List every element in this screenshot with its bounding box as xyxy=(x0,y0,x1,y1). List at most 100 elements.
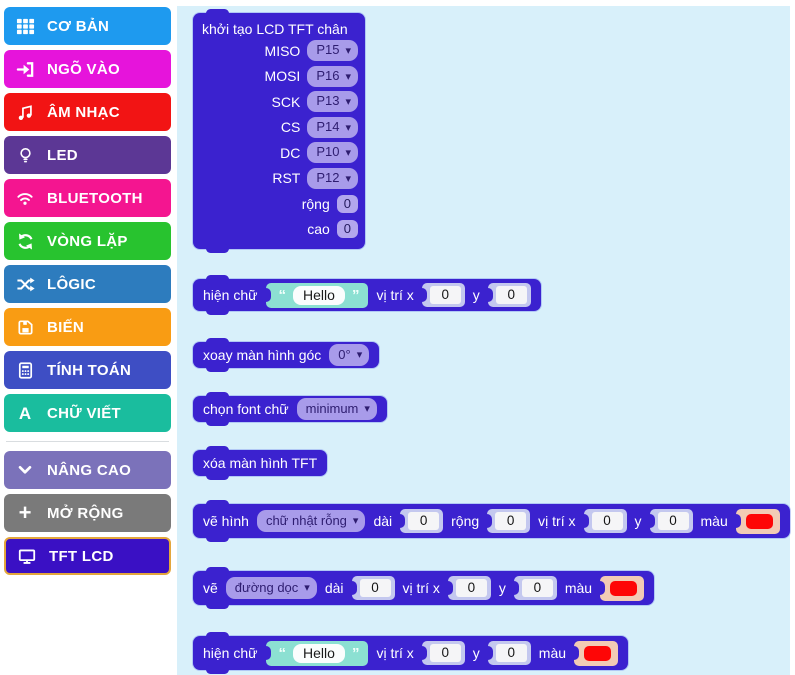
pin-dropdown[interactable]: P15 xyxy=(307,40,358,62)
block-select-font[interactable]: chọn font chữ minimum xyxy=(193,392,387,426)
sidebar-item-bluetooth[interactable]: BLUETOOTH xyxy=(4,179,171,217)
pin-label: MISO xyxy=(264,42,301,59)
y-field[interactable]: 0 xyxy=(657,512,689,530)
sidebar-item-logic[interactable]: LÔGIC xyxy=(4,265,171,303)
y-field[interactable]: 0 xyxy=(521,579,553,597)
pin-label: RST xyxy=(272,170,301,187)
x-field[interactable]: 0 xyxy=(429,644,461,662)
width-field[interactable]: 0 xyxy=(336,194,358,213)
block-draw-line[interactable]: vẽ đường dọc dài 0 vị trí x 0 y 0 màu xyxy=(193,567,655,609)
color-swatch[interactable] xyxy=(745,513,773,529)
font-dropdown[interactable]: minimum xyxy=(296,398,377,420)
x-value-socket[interactable]: 0 xyxy=(583,509,627,533)
y-value-socket[interactable]: 0 xyxy=(487,641,531,665)
sidebar-item-bien[interactable]: BIẾN xyxy=(4,308,171,346)
x-value-socket[interactable]: 0 xyxy=(421,641,465,665)
block-rotate-screen[interactable]: xoay màn hình góc 0° xyxy=(193,338,380,372)
color-picker-block[interactable] xyxy=(735,508,780,534)
length-label: dài xyxy=(373,513,393,529)
category-label: CHỮ VIẾT xyxy=(47,404,122,422)
text-field[interactable]: Hello xyxy=(293,285,345,305)
category-label: CƠ BẢN xyxy=(47,17,110,35)
length-field[interactable]: 0 xyxy=(408,512,440,530)
pin-label: DC xyxy=(280,144,301,161)
sidebar-item-led[interactable]: LED xyxy=(4,136,171,174)
category-label: VÒNG LẶP xyxy=(47,232,128,250)
block-draw-shape[interactable]: vẽ hình chữ nhật rỗng dài 0 rộng 0 vị tr… xyxy=(193,500,790,542)
block-label: vẽ xyxy=(203,580,218,596)
string-input-block[interactable]: “ Hello ” xyxy=(265,282,369,308)
category-label: TFT LCD xyxy=(49,547,114,565)
line-type-dropdown[interactable]: đường dọc xyxy=(225,577,317,599)
category-label: LÔGIC xyxy=(47,275,96,293)
block-clear-screen[interactable]: xóa màn hình TFT xyxy=(193,446,328,480)
sidebar-item-tinh-toan[interactable]: TÍNH TOÁN xyxy=(4,351,171,389)
width-value-socket[interactable]: 0 xyxy=(487,509,531,533)
y-field[interactable]: 0 xyxy=(495,644,527,662)
size-row: rộng 0 xyxy=(202,191,358,217)
y-value-socket[interactable]: 0 xyxy=(649,509,693,533)
y-field[interactable]: 0 xyxy=(495,286,527,304)
x-field[interactable]: 0 xyxy=(591,512,623,530)
sidebar-item-mo-rong[interactable]: MỞ RỘNG xyxy=(4,494,171,532)
color-picker-block[interactable] xyxy=(574,640,619,666)
color-label: màu xyxy=(564,580,593,596)
height-field[interactable]: 0 xyxy=(336,220,358,239)
block-show-text-color[interactable]: hiện chữ “ Hello ” vị trí x 0 y 0 màu xyxy=(193,632,629,674)
color-picker-block[interactable] xyxy=(600,575,645,601)
block-init-lcd-tft[interactable]: khởi tạo LCD TFT chân MISO P15 MOSI P16 … xyxy=(193,9,365,253)
plus-icon xyxy=(13,502,37,524)
pin-label: MOSI xyxy=(264,68,301,85)
category-label: LED xyxy=(47,146,78,164)
size-row: cao 0 xyxy=(202,217,358,243)
pin-dropdown[interactable]: P16 xyxy=(307,65,358,87)
y-value-socket[interactable]: 0 xyxy=(487,283,531,307)
dropdown-arrow-icon xyxy=(345,119,351,135)
category-label: BLUETOOTH xyxy=(47,189,143,207)
floppy-icon xyxy=(13,318,37,337)
x-label: vị trí x xyxy=(538,513,576,529)
sidebar-item-nang-cao[interactable]: NÂNG CAO xyxy=(4,451,171,489)
sidebar-item-co-ban[interactable]: CƠ BẢN xyxy=(4,7,171,45)
field-label: rộng xyxy=(301,195,330,212)
x-field[interactable]: 0 xyxy=(429,286,461,304)
sidebar-item-am-nhac[interactable]: ÂM NHẠC xyxy=(4,93,171,131)
length-label: dài xyxy=(324,580,344,596)
width-field[interactable]: 0 xyxy=(495,512,527,530)
category-label: BIẾN xyxy=(47,318,85,336)
y-label: y xyxy=(472,287,480,303)
shape-dropdown[interactable]: chữ nhật rỗng xyxy=(256,510,366,532)
pin-dropdown[interactable]: P13 xyxy=(307,91,358,113)
pin-dropdown[interactable]: P14 xyxy=(307,116,358,138)
sidebar-item-ngo-vao[interactable]: NGÕ VÀO xyxy=(4,50,171,88)
color-label: màu xyxy=(538,645,567,661)
color-swatch[interactable] xyxy=(610,580,638,596)
pin-dropdown[interactable]: P10 xyxy=(307,142,358,164)
pin-dropdown[interactable]: P12 xyxy=(307,167,358,189)
open-quote-icon: “ xyxy=(278,644,287,662)
length-value-socket[interactable]: 0 xyxy=(351,576,395,600)
pin-row: CS P14 xyxy=(202,115,358,141)
x-field[interactable]: 0 xyxy=(455,579,487,597)
string-input-block[interactable]: “ Hello ” xyxy=(265,640,369,666)
x-value-socket[interactable]: 0 xyxy=(447,576,491,600)
width-label: rộng xyxy=(451,513,480,529)
block-show-text[interactable]: hiện chữ “ Hello ” vị trí x 0 y 0 xyxy=(193,275,541,315)
dropdown-arrow-icon xyxy=(345,68,351,84)
text-field[interactable]: Hello xyxy=(293,643,345,663)
y-label: y xyxy=(634,513,642,529)
length-value-socket[interactable]: 0 xyxy=(400,509,444,533)
dropdown-arrow-icon xyxy=(345,93,351,109)
angle-dropdown[interactable]: 0° xyxy=(329,344,370,366)
sidebar-item-tft-lcd[interactable]: TFT LCD xyxy=(4,537,171,575)
y-value-socket[interactable]: 0 xyxy=(513,576,557,600)
length-field[interactable]: 0 xyxy=(359,579,391,597)
calculator-icon xyxy=(13,361,37,380)
color-swatch[interactable] xyxy=(584,645,612,661)
x-value-socket[interactable]: 0 xyxy=(421,283,465,307)
sidebar-item-chu-viet[interactable]: CHỮ VIẾT xyxy=(4,394,171,432)
sidebar-item-vong-lap[interactable]: VÒNG LẶP xyxy=(4,222,171,260)
category-label: NÂNG CAO xyxy=(47,461,132,479)
monitor-icon xyxy=(15,547,39,566)
pin-row: DC P10 xyxy=(202,140,358,166)
